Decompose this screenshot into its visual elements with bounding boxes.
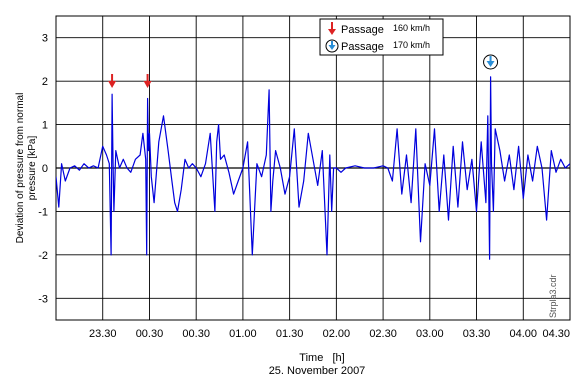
x-tick-label: 03.30: [463, 328, 491, 340]
legend: Passage 160 km/h Passage 170 km/h: [319, 18, 444, 56]
circled-blue-arrow-icon: [325, 39, 339, 53]
y-tick-label: 0: [42, 163, 48, 175]
red-arrow-icon: [328, 22, 336, 35]
y-tick-label: -1: [38, 206, 48, 218]
legend-item-2-label: Passage: [341, 41, 384, 53]
y-tick-label: -2: [38, 250, 48, 262]
y-axis-label-line-1: Deviation of pressure from normal: [15, 93, 26, 244]
legend-item-2-speed: 170 km/h: [393, 40, 430, 50]
y-axis-label-line-2: pressure [kPa]: [27, 136, 38, 201]
x-tick-label: 00.30: [136, 328, 164, 340]
circled-blue-arrow-icon: [483, 54, 499, 70]
x-axis-label: Time [h]: [299, 352, 344, 364]
x-tick-label: 01.00: [229, 328, 257, 340]
y-tick-label: -3: [38, 293, 48, 305]
x-tick-label: 03.00: [416, 328, 444, 340]
x-tick-label: 04.00: [510, 328, 538, 340]
x-axis-ticks: 23.30 00.30 00.30 01.00 01.30 02.00 02.30 03.00…: [89, 328, 570, 340]
passage-markers: [108, 54, 499, 88]
y-axis-ticks: 3 2 1 0 -1 -2 -3: [38, 33, 48, 306]
x-tick-label: 00.30: [182, 328, 210, 340]
y-tick-label: 3: [42, 33, 48, 45]
y-tick-label: 2: [42, 76, 48, 88]
x-tick-label: 02.30: [369, 328, 397, 340]
series-line: [56, 76, 570, 260]
legend-item-1-speed: 160 km/h: [393, 23, 430, 33]
red-arrow-icon: [108, 74, 117, 88]
x-tick-label: 01.30: [276, 328, 304, 340]
file-watermark: Strpla3.cdr: [548, 274, 558, 318]
x-axis-sublabel: 25. November 2007: [269, 365, 366, 377]
x-tick-label: 04.30: [542, 328, 570, 340]
legend-box: [319, 18, 444, 56]
y-tick-label: 1: [42, 120, 48, 132]
x-tick-label: 23.30: [89, 328, 117, 340]
legend-item-1-label: Passage: [341, 24, 384, 36]
red-arrow-icon: [143, 74, 152, 88]
x-tick-label: 02.00: [323, 328, 351, 340]
